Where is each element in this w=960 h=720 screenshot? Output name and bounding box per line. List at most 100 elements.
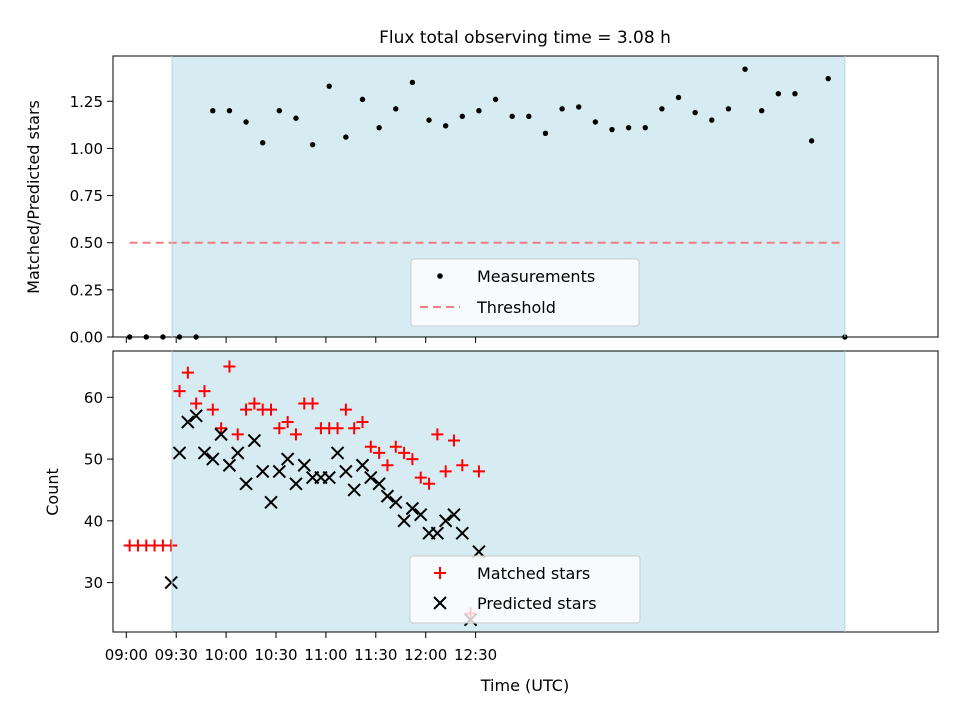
predicted-star-point: [322, 470, 336, 485]
legend-measurements-label: Measurements: [477, 267, 595, 286]
measurement-point: [376, 124, 382, 131]
chart-title: Flux total observing time = 3.08 h: [379, 28, 671, 48]
ratio-y-ticks: 0.00 0.25 0.50 0.75 1.00 1.25: [70, 93, 113, 347]
x-tick-label: 12:00: [404, 646, 447, 664]
measurement-point: [343, 134, 349, 140]
predicted-star-point: [364, 470, 378, 485]
predicted-star-point: [181, 415, 195, 429]
predicted-star-point: [405, 501, 420, 516]
y-tick-label: 0.50: [70, 234, 103, 252]
measurement-point: [492, 96, 499, 103]
measurement-point: [509, 113, 515, 120]
matched-star-point: [414, 471, 427, 484]
predicted-star-point: [355, 458, 370, 472]
matched-star-point: [406, 453, 419, 466]
measurement-point: [825, 75, 831, 82]
predicted-star-point: [414, 507, 428, 522]
matched-star-point: [281, 416, 294, 429]
measurement-point: [276, 107, 283, 114]
matched-star-point: [431, 428, 444, 441]
predicted-star-point: [447, 507, 461, 522]
matched-star-point: [206, 403, 219, 416]
predicted-star-point: [330, 446, 345, 460]
matched-star-point: [373, 446, 386, 459]
predicted-star-point: [214, 427, 228, 442]
measurement-point: [293, 115, 299, 121]
measurement-point: [426, 117, 432, 123]
x-tick-label: 12:30: [454, 646, 497, 664]
measurement-point: [742, 66, 748, 72]
y-tick-label: 30: [84, 574, 103, 592]
measurement-point: [792, 91, 798, 97]
predicted-star-point: [339, 464, 353, 479]
predicted-star-point: [372, 477, 386, 491]
count-panel: 30 40 50 60 09:00 09:30 10:00 10:30 11:00 11:30 1…: [43, 350, 939, 695]
measurement-point: [226, 107, 233, 114]
matched-star-point: [198, 385, 211, 398]
matched-star-point: [173, 385, 186, 398]
legend-measurements-marker: [437, 273, 443, 279]
y-tick-label: 0.00: [70, 329, 103, 347]
matched-star-point: [456, 459, 469, 472]
matched-star-point: [364, 440, 377, 453]
y-tick-label: 50: [84, 451, 103, 469]
measurement-point: [459, 113, 465, 120]
matched-star-point: [181, 366, 194, 379]
count-y-axis-label: Count: [43, 468, 62, 516]
measurement-point: [309, 141, 316, 148]
x-tick-label: 10:00: [204, 646, 247, 664]
matched-star-point: [331, 422, 344, 435]
measurement-point: [243, 119, 249, 125]
y-tick-label: 0.75: [70, 187, 103, 205]
matched-star-point: [398, 446, 411, 459]
predicted-star-point: [297, 458, 311, 472]
measurement-point: [725, 106, 732, 112]
predicted-star-point: [397, 514, 411, 528]
predicted-star-point: [264, 495, 278, 510]
y-tick-label: 0.25: [70, 281, 103, 299]
matched-star-point: [306, 397, 319, 410]
matched-star-point: [423, 477, 436, 490]
y-tick-label: 40: [84, 512, 103, 530]
measurement-point: [609, 126, 615, 133]
measurement-point: [442, 123, 449, 129]
x-axis-label: Time (UTC): [480, 676, 569, 695]
legend-threshold-label: Threshold: [476, 298, 556, 317]
predicted-star-point: [289, 477, 303, 491]
matched-star-point: [472, 465, 485, 478]
predicted-star-point: [455, 526, 470, 540]
x-tick-label: 11:30: [354, 646, 397, 664]
measurement-point: [675, 94, 682, 101]
predicted-star-point: [222, 458, 237, 472]
measurement-point: [576, 104, 582, 110]
matched-star-point: [356, 416, 369, 429]
measurement-point: [476, 107, 482, 114]
measurement-point: [592, 119, 599, 125]
measurement-point: [259, 140, 266, 146]
measurement-point: [625, 124, 632, 131]
x-tick-label: 11:00: [304, 646, 347, 664]
ratio-y-axis-label: Matched/Predicted stars: [24, 100, 43, 294]
legend-matched-label: Matched stars: [477, 564, 590, 583]
measurement-point: [659, 106, 665, 112]
count-frame: [112, 350, 939, 633]
ratio-legend: Measurements Threshold: [410, 258, 640, 327]
measurement-point: [559, 106, 565, 112]
matched-star-point: [289, 428, 302, 441]
matched-star-point: [447, 434, 460, 447]
matched-star-point: [231, 428, 244, 441]
legend-matched-marker: [434, 567, 446, 579]
matched-star-point: [339, 403, 352, 416]
measurement-point: [526, 113, 532, 120]
measurement-point: [409, 79, 416, 86]
predicted-star-point: [389, 495, 403, 510]
matched-star-point: [240, 403, 253, 416]
matched-star-point: [348, 422, 361, 435]
matched-star-point: [381, 459, 394, 472]
y-tick-label: 1.00: [70, 140, 103, 158]
matched-star-point: [215, 422, 228, 435]
predicted-star-point: [189, 409, 203, 423]
predicted-star-point: [206, 452, 220, 466]
predicted-star-point: [247, 433, 262, 448]
